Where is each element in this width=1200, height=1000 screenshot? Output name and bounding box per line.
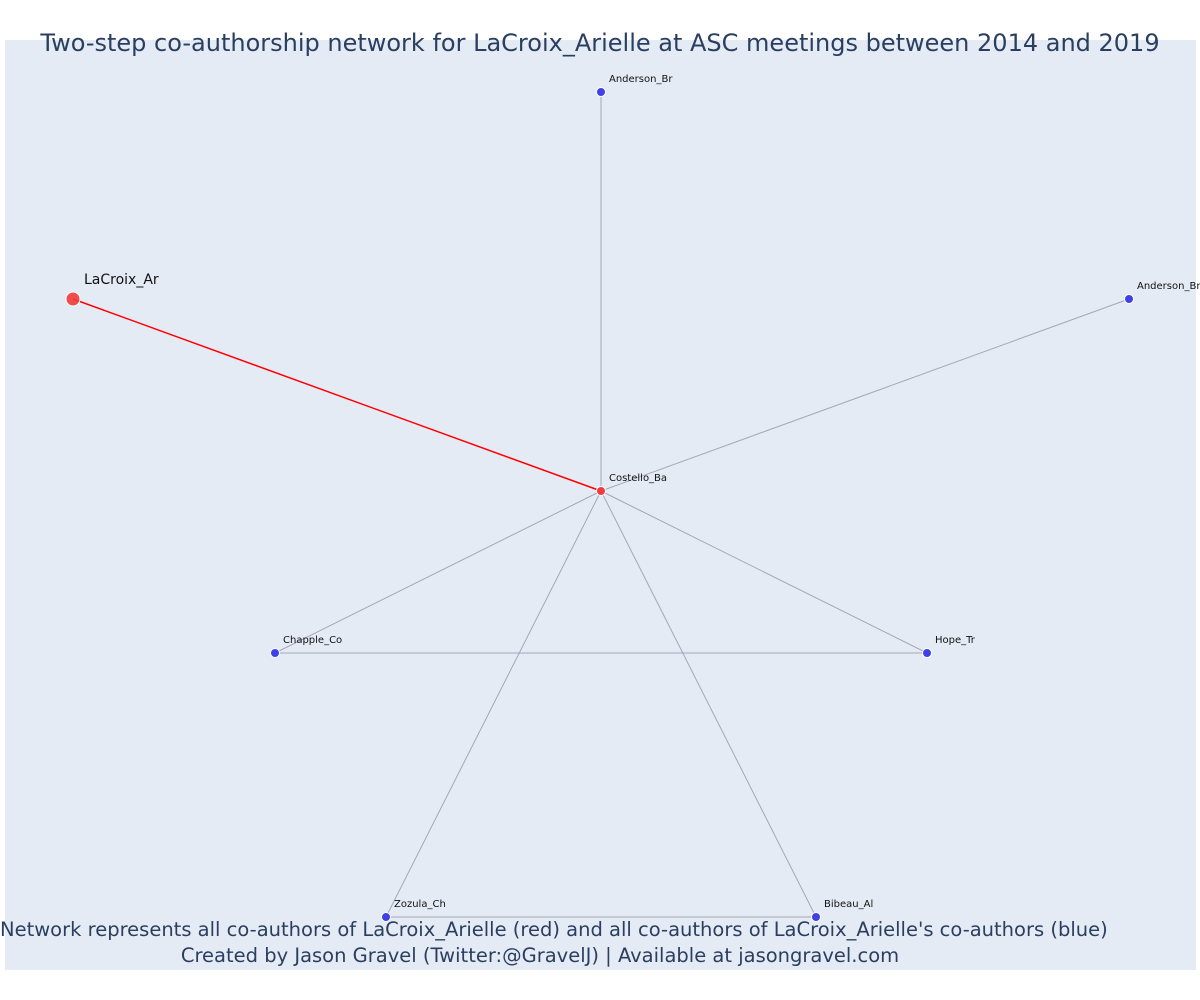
edge-lacroix-costello (72, 298, 602, 492)
edges-layer (72, 92, 1130, 918)
node-label-lacroix: LaCroix_Ar (84, 272, 159, 288)
edge-costello-anderson_right (600, 298, 1130, 492)
edge-costello-hope (600, 490, 928, 654)
edge-costello-bibeau (600, 490, 817, 918)
labels-layer: LaCroix_Ar Costello_Ba Anderson_Br Anderson… (84, 74, 1200, 910)
edge-costello-chapple (274, 490, 602, 654)
node-label-bibeau: Bibeau_Al (824, 899, 873, 910)
node-anderson_right[interactable] (1124, 294, 1134, 304)
node-label-costello: Costello_Ba (609, 473, 667, 484)
caption-credit: Created by Jason Gravel (Twitter:@Gravel… (180, 944, 900, 967)
caption-legend-note: Network represents all co-authors of LaC… (0, 918, 1108, 941)
node-zozula[interactable] (381, 912, 391, 922)
node-bibeau[interactable] (811, 912, 821, 922)
nodes-layer (65, 87, 1134, 922)
node-label-chapple: Chapple_Co (283, 635, 342, 646)
edge-costello-zozula (385, 490, 602, 918)
node-costello[interactable] (596, 486, 606, 496)
node-chapple[interactable] (270, 648, 280, 658)
node-hope[interactable] (922, 648, 932, 658)
node-label-hope: Hope_Tr (935, 635, 976, 646)
node-label-zozula: Zozula_Ch (394, 899, 446, 910)
node-label-anderson_top: Anderson_Br (609, 74, 673, 85)
node-anderson_top[interactable] (596, 87, 606, 97)
node-lacroix[interactable] (65, 291, 81, 307)
chart-title: Two-step co-authorship network for LaCro… (40, 29, 1160, 57)
node-label-anderson_right: Anderson_Br (1137, 281, 1200, 292)
